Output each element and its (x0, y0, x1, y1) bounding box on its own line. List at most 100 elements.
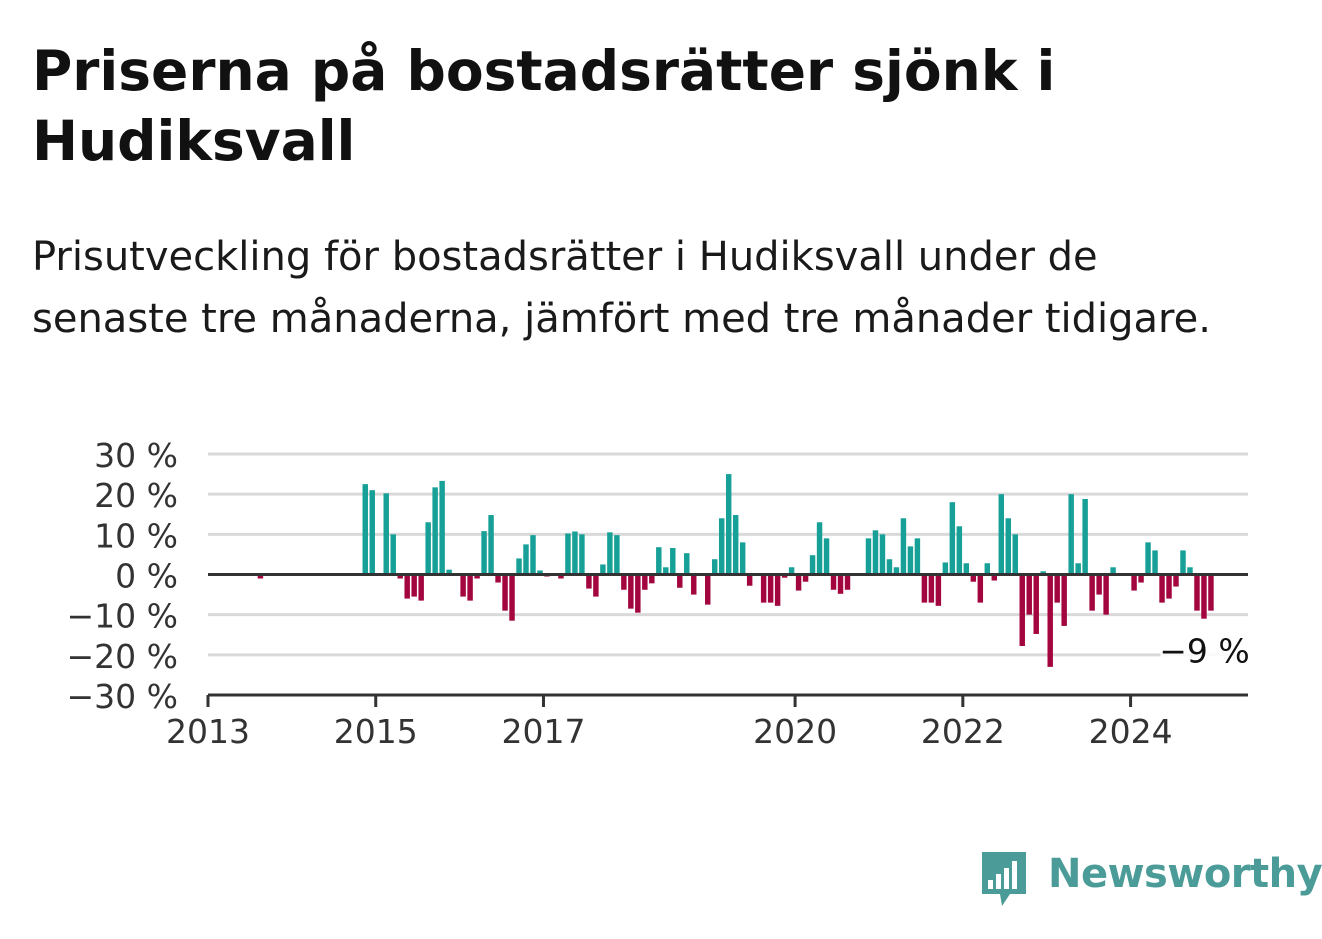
bar (502, 574, 508, 611)
bar (1005, 518, 1011, 575)
bar (390, 534, 396, 575)
bar (1033, 574, 1039, 634)
bar (1068, 494, 1074, 575)
y-tick-label: −30 % (67, 677, 179, 716)
bar (1047, 574, 1053, 667)
bar (467, 574, 473, 601)
bar (481, 531, 487, 575)
bar (684, 553, 690, 575)
y-tick-label: 20 % (94, 476, 178, 515)
bar (523, 544, 529, 575)
bar (530, 535, 536, 575)
bar (956, 526, 963, 575)
bar (495, 574, 501, 583)
bar (1208, 574, 1214, 611)
bar (621, 574, 627, 590)
bar (837, 574, 844, 594)
bar (1103, 574, 1109, 615)
bar (1096, 574, 1102, 595)
bar (879, 534, 886, 575)
bar (795, 574, 802, 591)
bar (802, 574, 809, 582)
bar (907, 546, 914, 575)
bar (991, 574, 998, 581)
bar (900, 518, 907, 575)
bar (774, 574, 781, 606)
bar (760, 574, 767, 603)
bar (935, 574, 942, 606)
bar (593, 574, 599, 597)
bar (1054, 574, 1060, 603)
bar (942, 562, 949, 575)
bar (1075, 563, 1081, 575)
bar (1201, 574, 1207, 619)
bar (663, 567, 669, 575)
x-tick-label: 2015 (334, 712, 418, 751)
bar (649, 574, 655, 584)
bar (1026, 574, 1032, 615)
bars (257, 474, 1214, 667)
x-tick-label: 2017 (501, 712, 585, 751)
bar (914, 538, 921, 575)
bar (635, 574, 641, 613)
bar (1159, 574, 1165, 603)
bar (865, 538, 872, 575)
bar (1138, 574, 1144, 583)
y-tick-label: 30 % (94, 436, 178, 475)
bar (607, 532, 613, 575)
bar (257, 574, 264, 579)
x-tick-label: 2020 (753, 712, 837, 751)
brand-name: Newsworthy (1048, 851, 1322, 897)
bar (1082, 498, 1088, 575)
bar (705, 574, 711, 605)
bar (746, 574, 753, 586)
bar (558, 574, 564, 579)
bar (614, 535, 620, 575)
bar (1110, 567, 1116, 575)
newsworthy-logo: Newsworthy (980, 850, 1322, 912)
bar (516, 558, 522, 575)
bar (642, 574, 648, 590)
bar (809, 555, 816, 575)
bar (439, 480, 445, 575)
bar (739, 542, 746, 575)
bar (600, 564, 606, 575)
bar (362, 484, 368, 575)
bar (781, 574, 788, 578)
bar (928, 574, 935, 603)
bar (677, 574, 683, 588)
bar (1187, 567, 1193, 575)
bar (1166, 574, 1172, 599)
y-tick-label: −10 % (67, 597, 179, 636)
bar (984, 563, 991, 575)
bar (823, 538, 830, 575)
bar (872, 530, 879, 575)
bar (628, 574, 634, 609)
bar (369, 490, 375, 575)
bar (963, 563, 970, 575)
bar (404, 574, 410, 599)
bar (1131, 574, 1137, 591)
bar (397, 574, 403, 579)
bar (718, 518, 725, 575)
bar (1145, 542, 1151, 575)
y-tick-label: −20 % (67, 637, 179, 676)
bar (949, 502, 956, 575)
bar (537, 570, 543, 575)
bar (670, 547, 676, 575)
bar (1089, 574, 1095, 611)
bar (1152, 550, 1158, 575)
bar (1040, 571, 1046, 575)
bar (656, 547, 662, 575)
bar (998, 494, 1004, 575)
bar (488, 515, 494, 575)
x-tick-label: 2013 (166, 712, 250, 751)
bar (579, 534, 585, 575)
annotation-label: −9 % (1159, 632, 1250, 671)
bar (830, 574, 837, 590)
bar (509, 574, 515, 621)
y-tick-label: 10 % (94, 516, 178, 555)
bar (816, 522, 823, 575)
x-axis: 2013 2015 2017 2020 2022 2024 (166, 573, 1248, 751)
newsworthy-bar-chart-logo-icon (982, 852, 1026, 906)
